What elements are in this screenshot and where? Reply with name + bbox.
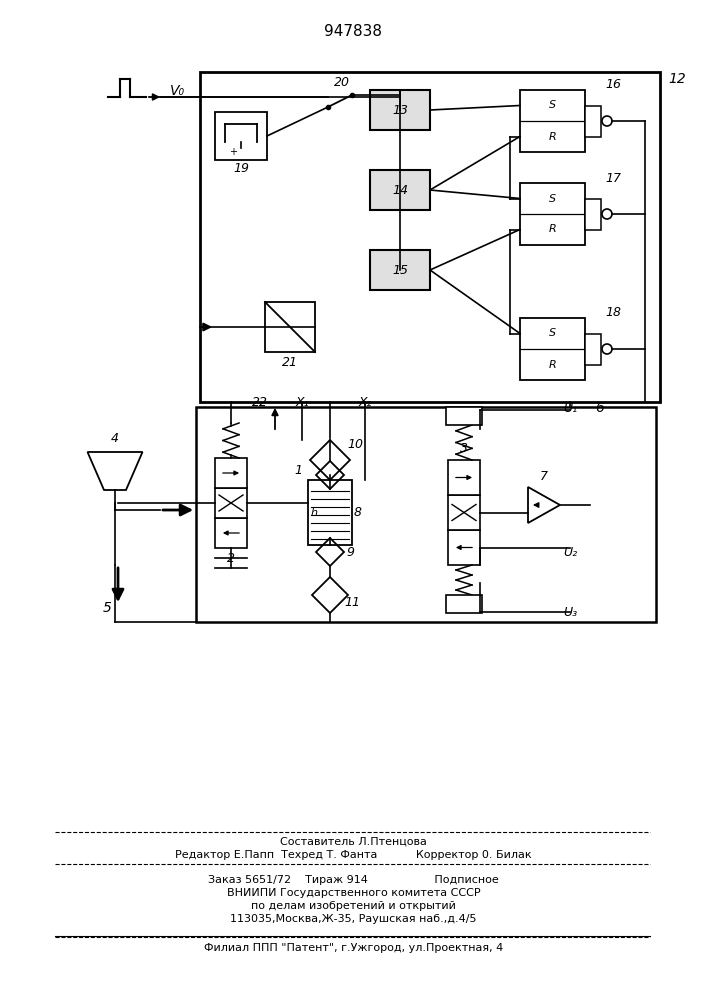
- Bar: [370, 250, 430, 290]
- Bar: [370, 170, 430, 210]
- Text: 947838: 947838: [324, 24, 382, 39]
- Text: R: R: [549, 131, 556, 141]
- Text: 8: 8: [354, 506, 362, 519]
- Bar: [448, 530, 480, 565]
- Text: 19: 19: [233, 161, 249, 174]
- Bar: [448, 495, 480, 530]
- Text: R: R: [549, 225, 556, 234]
- Bar: [585, 334, 601, 364]
- Bar: [200, 72, 660, 402]
- Text: 4: 4: [111, 432, 119, 444]
- Bar: [448, 460, 480, 495]
- Text: 12: 12: [668, 72, 686, 86]
- Text: X₂: X₂: [358, 396, 372, 410]
- Text: 1: 1: [294, 464, 302, 477]
- Text: U₁: U₁: [563, 401, 577, 414]
- Text: S: S: [549, 194, 556, 204]
- Bar: [520, 318, 585, 380]
- Text: 6: 6: [595, 401, 604, 415]
- Text: S: S: [549, 101, 556, 110]
- Text: U₂: U₂: [563, 546, 577, 558]
- Text: Редактор Е.Папп  Техред Т. Фанта           Корректор 0. Билак: Редактор Е.Папп Техред Т. Фанта Корректо…: [175, 850, 532, 860]
- Text: X₁: X₁: [296, 396, 309, 410]
- Text: 10: 10: [347, 438, 363, 452]
- Text: Заказ 5651/72    Тираж 914                   Подписное: Заказ 5651/72 Тираж 914 Подписное: [208, 875, 499, 885]
- Text: h: h: [310, 508, 317, 518]
- Bar: [520, 90, 585, 152]
- Text: 13: 13: [392, 104, 408, 116]
- Text: 5: 5: [103, 601, 112, 615]
- Text: 2: 2: [227, 552, 235, 564]
- Bar: [370, 90, 430, 130]
- Text: 11: 11: [344, 595, 360, 608]
- Text: 17: 17: [605, 172, 621, 184]
- Text: по делам изобретений и открытий: по делам изобретений и открытий: [251, 901, 456, 911]
- Text: 113035,Москва,Ж-35, Раушская наб.,д.4/5: 113035,Москва,Ж-35, Раушская наб.,д.4/5: [230, 914, 477, 924]
- Bar: [585, 105, 601, 136]
- Text: V₀: V₀: [170, 84, 185, 98]
- Bar: [215, 458, 247, 488]
- Text: Составитель Л.Птенцова: Составитель Л.Птенцова: [280, 837, 427, 847]
- Bar: [215, 112, 267, 160]
- Bar: [265, 302, 315, 352]
- Bar: [446, 595, 482, 613]
- Text: 21: 21: [282, 356, 298, 368]
- Text: ВНИИПИ Государственного комитета СССР: ВНИИПИ Государственного комитета СССР: [227, 888, 480, 898]
- Bar: [520, 183, 585, 245]
- Text: 14: 14: [392, 184, 408, 196]
- Bar: [585, 198, 601, 230]
- Text: +: +: [229, 147, 237, 157]
- Text: R: R: [549, 360, 556, 369]
- Text: 9: 9: [346, 546, 354, 558]
- Bar: [446, 407, 482, 425]
- Text: Филиал ППП "Патент", г.Ужгород, ул.Проектная, 4: Филиал ППП "Патент", г.Ужгород, ул.Проек…: [204, 943, 503, 953]
- Text: 3: 3: [460, 442, 468, 454]
- Text: 22: 22: [252, 396, 268, 410]
- Text: 7: 7: [540, 471, 548, 484]
- Text: 16: 16: [605, 79, 621, 92]
- Text: 15: 15: [392, 263, 408, 276]
- Bar: [215, 488, 247, 518]
- Text: S: S: [549, 328, 556, 338]
- Bar: [308, 480, 352, 545]
- Text: 18: 18: [605, 306, 621, 320]
- Bar: [196, 407, 656, 622]
- Bar: [215, 518, 247, 548]
- Text: 20: 20: [334, 77, 350, 90]
- Text: U₃: U₃: [563, 605, 577, 618]
